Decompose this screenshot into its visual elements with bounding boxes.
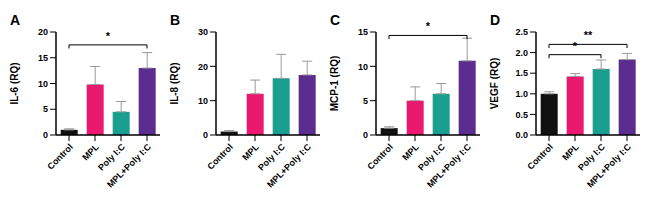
svg-text:MPL: MPL	[240, 142, 261, 163]
svg-text:2.0: 2.0	[515, 48, 528, 58]
svg-text:MPL+Poly I:C: MPL+Poly I:C	[265, 142, 313, 190]
svg-text:20: 20	[38, 27, 48, 37]
svg-text:MPL+Poly I:C: MPL+Poly I:C	[105, 142, 153, 190]
svg-text:10: 10	[198, 96, 208, 106]
svg-text:IL-8 (RQ): IL-8 (RQ)	[169, 62, 180, 104]
svg-text:**: **	[584, 29, 593, 41]
svg-text:MCP-1 (RQ): MCP-1 (RQ)	[329, 56, 340, 112]
svg-text:MPL+Poly I:C: MPL+Poly I:C	[425, 142, 473, 190]
html-text:C: C	[330, 12, 341, 28]
svg-text:0: 0	[203, 130, 208, 140]
svg-text:30: 30	[198, 27, 208, 37]
html-text:B: B	[170, 12, 181, 28]
svg-text:*: *	[573, 40, 578, 52]
svg-text:MPL+Poly I:C: MPL+Poly I:C	[585, 142, 633, 190]
svg-text:MPL: MPL	[400, 142, 421, 163]
svg-text:0.5: 0.5	[515, 110, 528, 120]
svg-text:0: 0	[363, 130, 368, 140]
svg-text:VEGF (RQ): VEGF (RQ)	[489, 58, 500, 110]
svg-text:0: 0	[43, 130, 48, 140]
svg-text:*: *	[426, 20, 431, 32]
svg-text:0.0: 0.0	[515, 130, 528, 140]
svg-text:Control: Control	[45, 142, 75, 172]
svg-text:MPL: MPL	[560, 142, 581, 163]
svg-text:10: 10	[358, 62, 368, 72]
svg-text:15: 15	[358, 27, 368, 37]
svg-text:2.5: 2.5	[515, 27, 528, 37]
svg-text:20: 20	[198, 62, 208, 72]
svg-text:5: 5	[363, 96, 368, 106]
svg-text:IL-6 (RQ): IL-6 (RQ)	[9, 62, 20, 104]
svg-text:1.0: 1.0	[515, 89, 528, 99]
svg-text:15: 15	[38, 53, 48, 63]
svg-text:Control: Control	[205, 142, 235, 172]
html-text:A: A	[10, 12, 21, 28]
svg-text:MPL: MPL	[80, 142, 101, 163]
svg-text:5: 5	[43, 104, 48, 114]
svg-text:Control: Control	[525, 142, 555, 172]
svg-text:10: 10	[38, 79, 48, 89]
html-text:D: D	[490, 12, 501, 28]
svg-text:1.5: 1.5	[515, 68, 528, 78]
svg-text:Control: Control	[365, 142, 395, 172]
svg-text:*: *	[106, 30, 111, 42]
